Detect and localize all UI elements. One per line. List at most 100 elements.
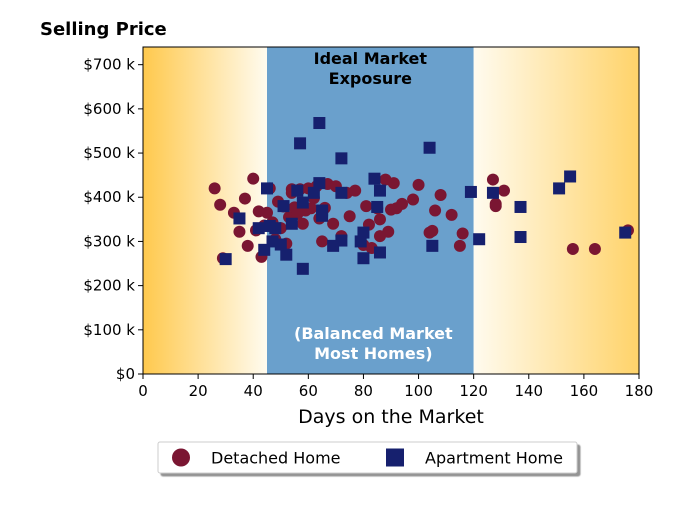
detached-home-point: [445, 208, 458, 221]
apartment-home-point: [261, 182, 273, 195]
chart-title: Selling Price: [40, 19, 167, 40]
apartment-home-point: [296, 262, 309, 275]
detached-home-point: [214, 198, 227, 211]
apartment-home-point: [280, 248, 293, 261]
detached-home-point: [396, 197, 409, 210]
detached-home-point: [360, 200, 373, 213]
band-0: [143, 47, 267, 374]
legend-label-detached: Detached Home: [211, 449, 341, 468]
detached-home-point: [456, 227, 469, 240]
apartment-home-point: [219, 253, 232, 266]
detached-home-point: [247, 172, 260, 185]
apartment-home-point: [296, 196, 309, 209]
detached-home-point: [566, 242, 579, 255]
apartment-home-point: [486, 186, 499, 199]
detached-home-point: [233, 225, 246, 238]
apartment-home-point: [316, 209, 329, 222]
apartment-home-point: [285, 217, 298, 230]
apartment-home-point: [335, 234, 348, 247]
apartment-home-point: [291, 184, 304, 197]
detached-home-point: [241, 239, 254, 252]
x-tick-label: 160: [570, 382, 599, 400]
detached-home-point: [486, 173, 499, 186]
detached-home-point: [316, 235, 329, 248]
apartment-home-point: [274, 238, 287, 251]
detached-home-point: [373, 213, 386, 226]
apartment-home-point: [269, 222, 282, 235]
x-tick-label: 140: [514, 382, 543, 400]
plot-frame: [142, 46, 640, 375]
detached-home-point: [412, 178, 425, 191]
apartment-home-point: [426, 239, 439, 252]
detached-home-point: [208, 182, 221, 195]
apartment-home-point: [564, 170, 577, 183]
apartment-home-point: [294, 137, 307, 150]
detached-home-point: [349, 184, 362, 197]
x-axis-title: Days on the Market: [298, 406, 484, 428]
data-points: [208, 117, 634, 275]
apartment-home-point: [619, 226, 632, 239]
y-tick-label: $100 k: [83, 321, 135, 339]
x-tick-label: 80: [354, 382, 373, 400]
detached-home-point: [429, 204, 442, 217]
apartment-home-point: [357, 226, 370, 239]
detached-home-point: [497, 184, 510, 197]
apartment-home-point: [313, 177, 326, 190]
apartment-home-point: [335, 152, 348, 165]
band-label-bottom: (Balanced Market: [294, 324, 453, 343]
y-tick-label: $600 k: [83, 100, 135, 118]
y-tick-label: $200 k: [83, 277, 135, 295]
detached-home-point: [387, 177, 400, 190]
legend-box: [157, 441, 578, 474]
apartment-home-point: [357, 252, 370, 265]
y-tick-label: $700 k: [83, 56, 135, 74]
apartment-home-point: [368, 172, 381, 185]
detached-home-point: [261, 206, 273, 219]
band-label-top: Exposure: [329, 69, 413, 88]
x-tick-label: 120: [459, 382, 488, 400]
detached-home-point: [238, 192, 251, 205]
x-axis: 0 20 40 60 80 100 120 140 160 180: [138, 374, 653, 400]
apartment-home-point: [233, 212, 246, 225]
detached-home-point: [434, 189, 447, 202]
x-tick-label: 100: [404, 382, 433, 400]
apartment-home-point: [423, 141, 436, 154]
apartment-home-point: [277, 200, 290, 213]
apartment-home-point: [307, 186, 320, 199]
detached-home-point: [327, 217, 340, 230]
y-axis: $0 $100 k $200 k $300 k $400 k $500 k $600 k $7…: [83, 56, 143, 383]
apartment-home-point: [373, 184, 386, 197]
legend-marker-apartment: [386, 448, 404, 467]
detached-home-point: [426, 224, 439, 237]
legend-marker-detached: [172, 448, 190, 467]
detached-home-point: [296, 217, 309, 230]
detached-home-point: [382, 225, 395, 238]
x-tick-label: 180: [625, 382, 654, 400]
y-tick-label: $500 k: [83, 144, 135, 162]
apartment-home-point: [371, 200, 384, 213]
apartment-home-point: [514, 200, 527, 213]
y-tick-label: $400 k: [83, 188, 135, 206]
band-2: [473, 47, 639, 374]
x-tick-label: 60: [299, 382, 318, 400]
band-label-top: Ideal Market: [314, 49, 428, 68]
detached-home-point: [343, 210, 356, 223]
band-label-bottom: Most Homes): [314, 344, 432, 363]
apartment-home-point: [313, 117, 326, 130]
apartment-home-point: [373, 246, 386, 259]
apartment-home-point: [473, 233, 486, 246]
x-tick-label: 20: [189, 382, 208, 400]
apartment-home-point: [464, 185, 477, 198]
y-tick-label: $300 k: [83, 232, 135, 250]
legend: Detached Home Apartment Home: [157, 441, 578, 474]
detached-home-point: [453, 239, 466, 252]
detached-home-point: [407, 193, 420, 206]
detached-home-point: [489, 200, 502, 213]
detached-home-point: [588, 242, 601, 255]
y-tick-label: $0: [116, 365, 135, 383]
legend-label-apartment: Apartment Home: [425, 449, 563, 468]
apartment-home-point: [514, 231, 527, 244]
apartment-home-point: [335, 186, 348, 199]
